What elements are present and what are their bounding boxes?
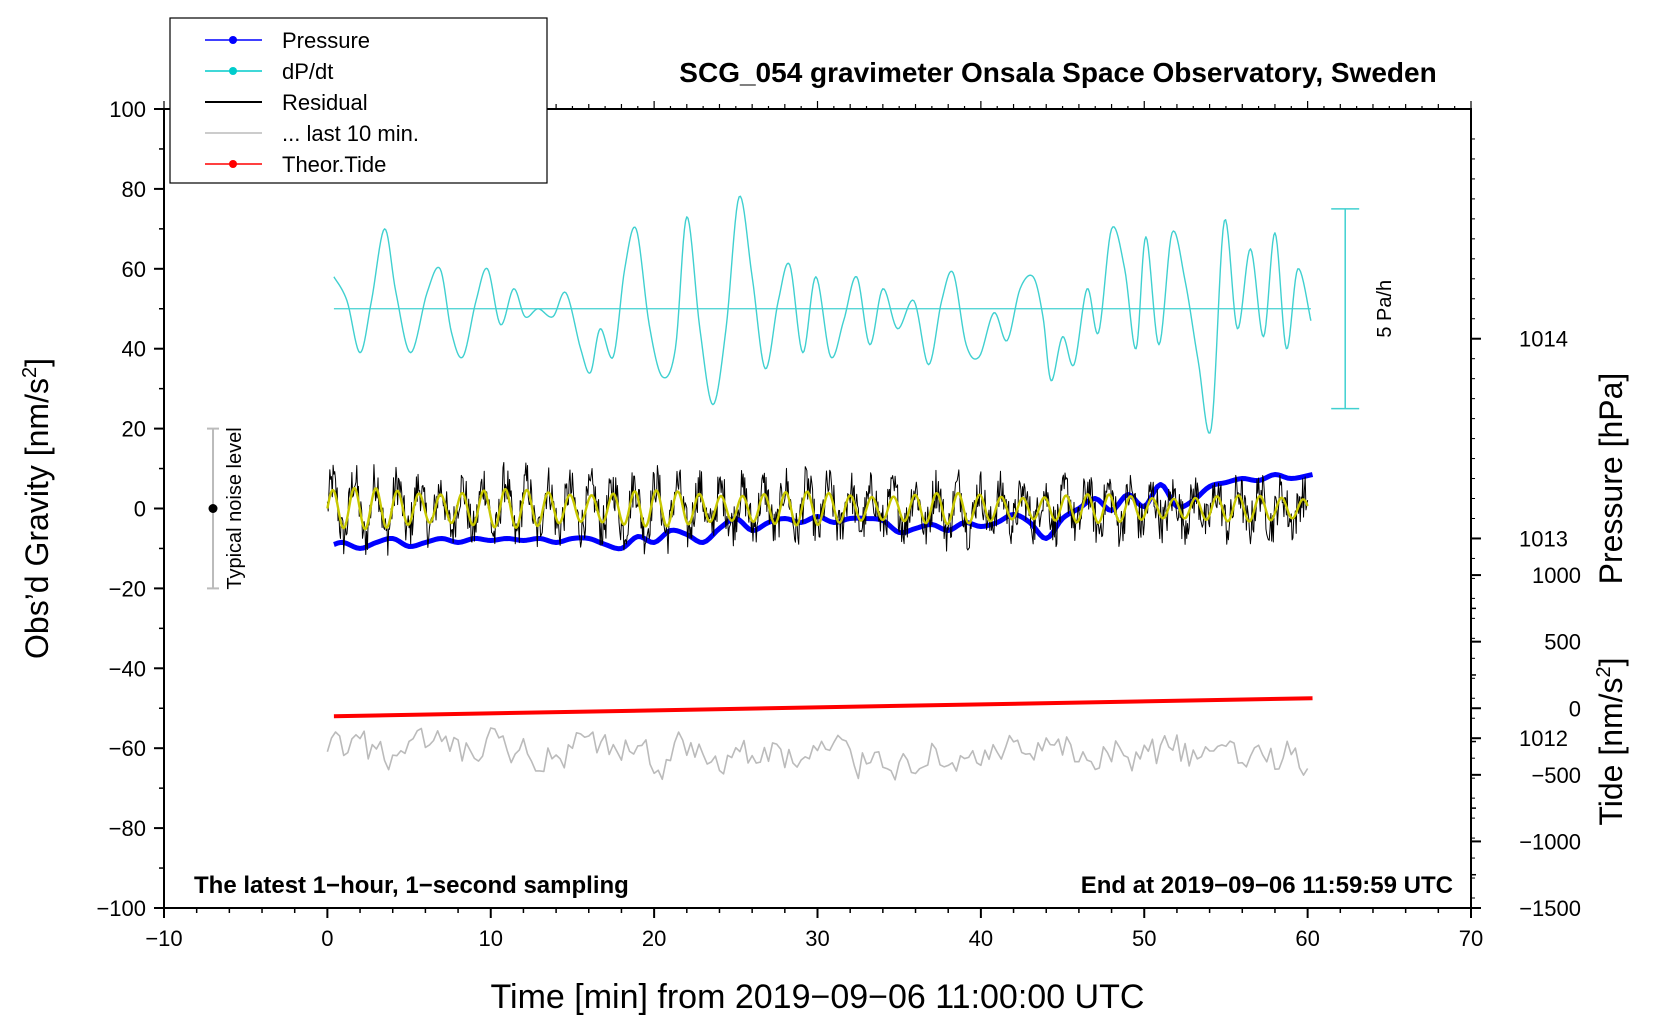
y-axis-title-left-sup: 2 <box>19 367 41 378</box>
y-tick-label: 100 <box>109 97 146 122</box>
noise-bar-label: Typical noise level <box>224 427 246 589</box>
x-tick-label: 10 <box>479 926 503 951</box>
y-tick-label: 60 <box>122 257 146 282</box>
legend-marker-1 <box>229 67 237 75</box>
rate-scale-bar-label: 5 Pa/h <box>1374 280 1396 338</box>
tide-tick-label: −1500 <box>1519 896 1581 921</box>
y-axis-title-left-end: ] <box>19 358 55 367</box>
y-axis-title-pressure: Pressure [hPa] <box>1593 373 1629 585</box>
tide-tick-label: 500 <box>1544 630 1581 655</box>
x-tick-label: 20 <box>642 926 666 951</box>
pressure-tick-label: 1013 <box>1519 526 1568 551</box>
legend-box <box>169 17 548 184</box>
y-tick-label: 80 <box>122 177 146 202</box>
y-axis-title-tide-end: ] <box>1593 657 1629 666</box>
y-tick-label: 40 <box>122 337 146 362</box>
tide-tick-label: 0 <box>1569 696 1581 721</box>
x-axis-title: Time [min] from 2019−09−06 11:00:00 UTC <box>491 978 1145 1016</box>
y-tick-label: −40 <box>109 656 146 681</box>
y-axis-title-left: Obs’d Gravity [nm/s2] <box>19 358 55 659</box>
annotation-left: The latest 1−hour, 1−second sampling <box>194 872 629 899</box>
chart-title: SCG_054 gravimeter Onsala Space Observat… <box>679 57 1436 88</box>
y-tick-label: 20 <box>122 417 146 442</box>
x-tick-label: 50 <box>1132 926 1156 951</box>
x-tick-label: 60 <box>1295 926 1319 951</box>
legend-label-0: Pressure <box>282 28 370 53</box>
x-tick-label: 40 <box>969 926 993 951</box>
y-axis-title-tide: Tide [nm/s2] <box>1593 657 1629 825</box>
y-tick-label: 0 <box>134 497 146 522</box>
residual-smooth-line <box>326 486 1309 531</box>
pressure-tick-label: 1012 <box>1519 726 1568 751</box>
x-tick-label: −10 <box>145 926 182 951</box>
last-10-min-line <box>326 727 1309 781</box>
tide-tick-label: −1000 <box>1519 829 1581 854</box>
theor-tide-line <box>333 696 1313 719</box>
legend-marker-4 <box>229 160 237 168</box>
x-tick-label: 30 <box>805 926 829 951</box>
dpdt-line <box>333 195 1312 434</box>
y-axis-title-tide-main: Tide [nm/s <box>1593 677 1629 825</box>
legend-label-3: ... last 10 min. <box>282 121 419 146</box>
tide-tick-label: 1000 <box>1532 563 1581 588</box>
legend-label-1: dP/dt <box>282 59 333 84</box>
y-tick-label: −100 <box>96 896 146 921</box>
y-axis-title-tide-sup: 2 <box>1593 666 1615 677</box>
y-tick-label: −60 <box>109 736 146 761</box>
residual-line <box>326 461 1309 556</box>
noise-bar-dot <box>208 504 218 513</box>
annotation-right: End at 2019−09−06 11:59:59 UTC <box>1081 872 1453 899</box>
x-tick-label: 0 <box>321 926 333 951</box>
legend-marker-0 <box>229 36 237 44</box>
y-tick-label: −20 <box>109 576 146 601</box>
legend-label-2: Residual <box>282 90 368 115</box>
y-axis-title-left-main: Obs’d Gravity [nm/s <box>19 378 55 659</box>
y-tick-label: −80 <box>109 816 146 841</box>
pressure-tick-label: 1014 <box>1519 327 1568 352</box>
legend-label-4: Theor.Tide <box>282 152 386 177</box>
tide-tick-label: −500 <box>1531 763 1581 788</box>
x-tick-label: 70 <box>1459 926 1483 951</box>
